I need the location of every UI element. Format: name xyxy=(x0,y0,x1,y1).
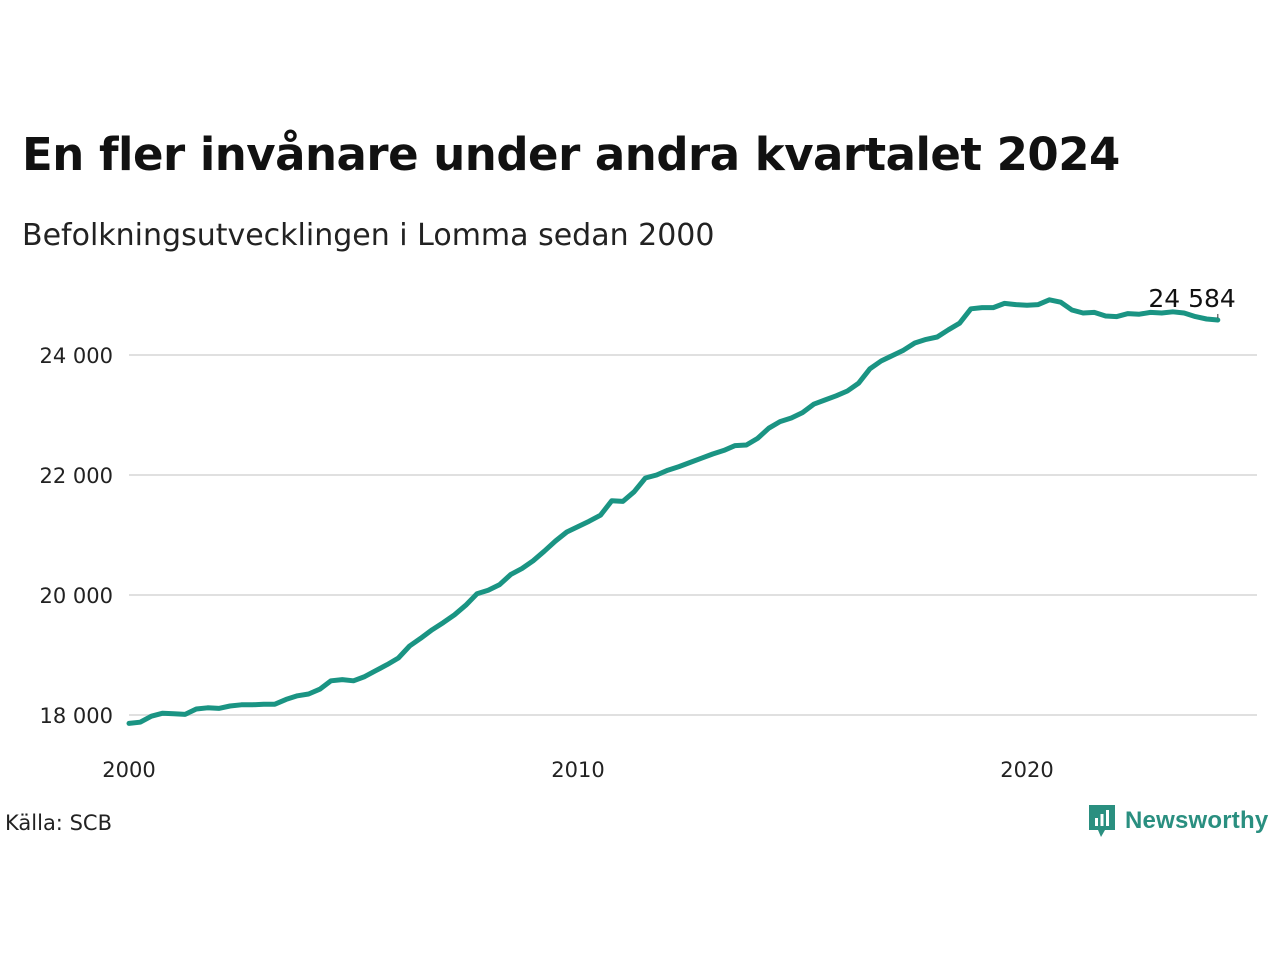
y-tick-label: 24 000 xyxy=(40,344,113,368)
source-value: SCB xyxy=(69,811,112,835)
population-series-line xyxy=(126,297,1221,726)
brand-logo: Newsworthy xyxy=(1087,803,1268,839)
y-tick-label: 20 000 xyxy=(40,584,113,608)
x-tick-label: 2000 xyxy=(102,758,155,782)
chart-title: En fler invånare under andra kvartalet 2… xyxy=(22,128,1120,181)
newsworthy-logo-icon xyxy=(1089,805,1115,837)
brand-name: Newsworthy xyxy=(1125,807,1269,834)
x-axis-tick-labels: 2000 2010 2020 xyxy=(102,758,1053,782)
chart-subtitle: Befolkningsutvecklingen i Lomma sedan 20… xyxy=(22,218,715,253)
gridlines xyxy=(129,354,1257,716)
y-tick-label: 22 000 xyxy=(40,464,113,488)
x-tick-label: 2010 xyxy=(551,758,604,782)
y-axis-tick-labels: 18 000 20 000 22 000 24 000 xyxy=(40,344,113,728)
end-value-label: 24 584 xyxy=(1148,284,1235,313)
x-tick-label: 2020 xyxy=(1000,758,1053,782)
source-label: Källa: xyxy=(5,811,63,835)
source-note: Källa: SCB xyxy=(5,811,112,835)
y-tick-label: 18 000 xyxy=(40,704,113,728)
